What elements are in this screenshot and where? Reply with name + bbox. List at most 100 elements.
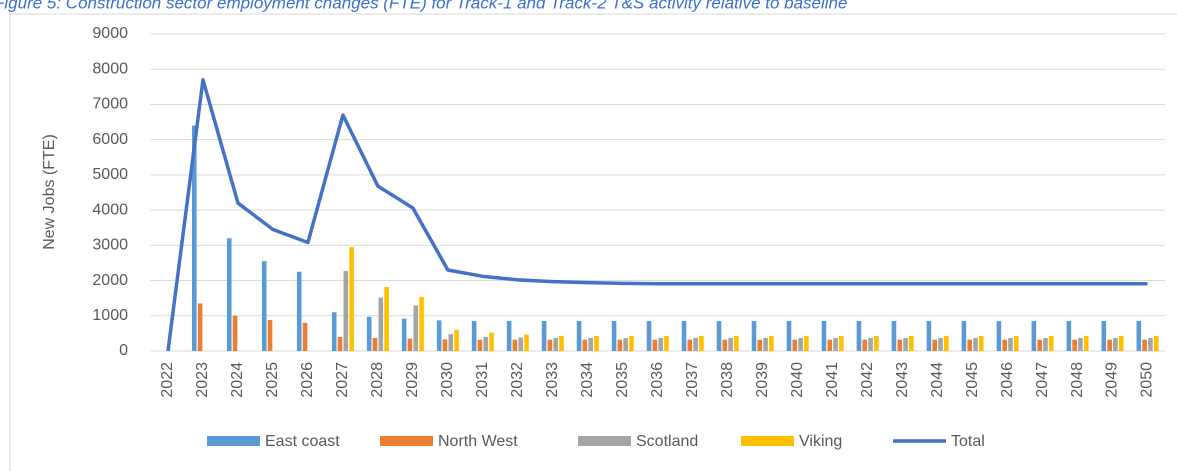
bar <box>1078 337 1083 351</box>
x-tick-label: 2035 <box>614 362 631 398</box>
bar <box>769 335 774 351</box>
bar <box>1031 321 1037 351</box>
bar <box>343 271 349 351</box>
legend-key <box>741 436 794 446</box>
x-tick-label: 2030 <box>439 362 456 398</box>
bar <box>868 337 873 351</box>
y-tick-label: 9000 <box>92 25 128 42</box>
bar <box>477 339 483 351</box>
bar <box>1142 339 1147 351</box>
y-tick-label: 0 <box>119 342 128 359</box>
bar <box>471 321 477 351</box>
bar <box>786 321 792 351</box>
bar <box>1113 337 1118 351</box>
bar <box>978 335 984 351</box>
x-tick-label: 2039 <box>754 362 771 398</box>
bar <box>1153 335 1159 351</box>
x-tick-label: 2034 <box>579 362 596 398</box>
bar <box>372 337 378 351</box>
bar <box>763 337 768 351</box>
bar <box>611 321 617 351</box>
bar <box>436 320 442 351</box>
bar <box>524 334 529 351</box>
bar <box>699 335 704 351</box>
bar <box>547 339 553 351</box>
legend-label: Total <box>951 433 985 450</box>
bar <box>734 335 739 351</box>
y-tick-label: 7000 <box>92 96 128 113</box>
bar <box>1008 337 1013 351</box>
bar <box>938 337 943 351</box>
y-tick-label: 3000 <box>92 237 128 254</box>
bar <box>1013 335 1019 351</box>
bar <box>798 337 803 351</box>
x-tick-label: 2038 <box>719 362 736 398</box>
bar <box>874 335 879 351</box>
bar <box>442 339 448 351</box>
bar <box>331 312 337 351</box>
bar <box>757 339 763 351</box>
bar <box>1118 335 1124 351</box>
legend-label: North West <box>438 433 518 450</box>
bar <box>932 339 938 351</box>
bar <box>267 320 273 351</box>
x-tick-label: 2023 <box>194 362 211 398</box>
bar <box>197 303 203 351</box>
bar <box>804 335 809 351</box>
bar <box>489 332 494 351</box>
bar <box>594 335 599 351</box>
bar <box>716 321 722 351</box>
bar <box>512 339 518 351</box>
x-tick-label: 2024 <box>229 362 246 398</box>
bar <box>553 337 559 351</box>
legend-label: Scotland <box>636 433 698 450</box>
bar <box>856 321 862 351</box>
y-tick-label: 2000 <box>92 272 128 289</box>
bar <box>681 321 687 351</box>
bar <box>1107 339 1112 351</box>
bar <box>1083 335 1089 351</box>
bar <box>302 322 308 351</box>
x-tick-label: 2042 <box>859 362 876 398</box>
bar <box>862 339 868 351</box>
x-tick-label: 2047 <box>1034 362 1051 398</box>
bar <box>909 335 914 351</box>
x-tick-label: 2036 <box>649 362 666 398</box>
y-tick-label: 5000 <box>92 166 128 183</box>
x-tick-label: 2026 <box>299 362 316 398</box>
bar <box>1072 339 1077 351</box>
bar <box>483 336 489 351</box>
bar <box>944 335 949 351</box>
bar <box>751 321 757 351</box>
bar <box>261 261 267 351</box>
chart-title: Figure 5: Construction sector employment… <box>0 0 847 12</box>
chart-frame <box>9 13 1177 471</box>
x-tick-label: 2022 <box>159 362 176 398</box>
bar <box>961 321 967 351</box>
bar <box>926 321 932 351</box>
bar <box>1002 339 1007 351</box>
bar <box>664 335 669 351</box>
x-tick-label: 2040 <box>789 362 806 398</box>
bar <box>1136 321 1142 351</box>
bar <box>646 321 652 351</box>
bar <box>617 339 623 351</box>
x-tick-label: 2046 <box>999 362 1016 398</box>
bar <box>349 247 354 351</box>
x-tick-label: 2025 <box>264 362 281 398</box>
y-tick-label: 4000 <box>92 201 128 218</box>
bar <box>454 329 459 351</box>
bar <box>652 339 658 351</box>
x-tick-label: 2043 <box>894 362 911 398</box>
bar <box>722 339 728 351</box>
bar <box>629 335 634 351</box>
legend-key <box>578 436 631 446</box>
bar <box>728 337 733 351</box>
bar <box>419 297 424 351</box>
x-tick-label: 2028 <box>369 362 386 398</box>
bar <box>576 321 582 351</box>
bar <box>792 339 798 351</box>
bar <box>967 339 972 351</box>
bar <box>337 336 343 351</box>
bar <box>407 338 413 351</box>
